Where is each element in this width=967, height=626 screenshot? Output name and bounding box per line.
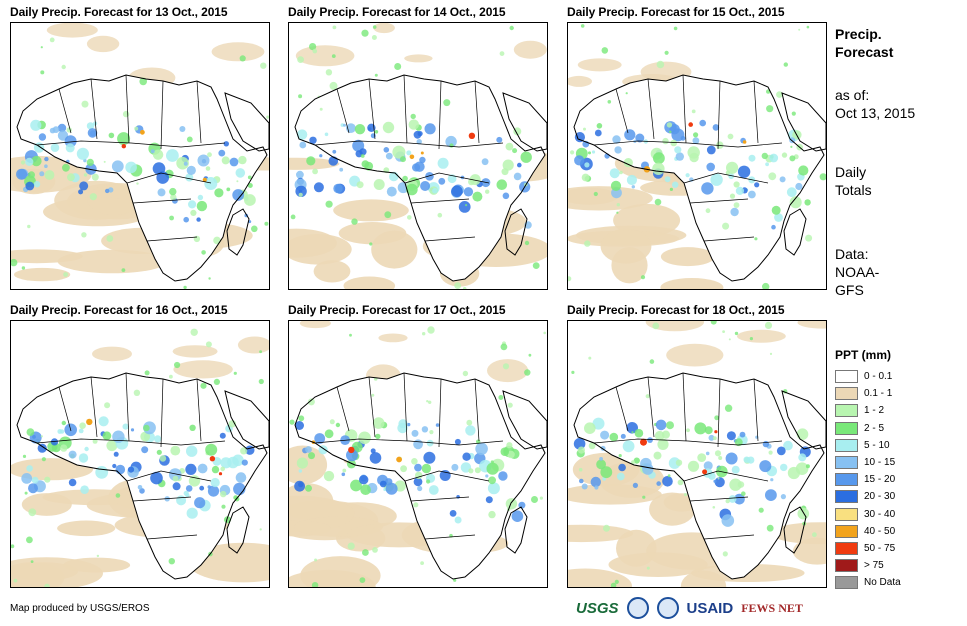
legend-label: 2 - 5 bbox=[864, 422, 885, 434]
legend-swatch bbox=[835, 404, 858, 418]
africa-map-svg bbox=[11, 328, 269, 587]
heading-line2: Forecast bbox=[835, 44, 894, 60]
legend-title: PPT (mm) bbox=[835, 348, 892, 362]
usgs-logo: USGS bbox=[576, 599, 619, 617]
legend-label: > 75 bbox=[864, 560, 884, 572]
precip-map bbox=[567, 22, 827, 290]
map-credit: Map produced by USGS/EROS bbox=[10, 603, 150, 614]
legend-swatch bbox=[835, 490, 858, 504]
legend-swatch bbox=[835, 541, 858, 555]
totals-line1: Daily bbox=[835, 164, 867, 180]
legend-item: 1 - 2 bbox=[835, 402, 901, 419]
forecast-heading: Precip. Forecast bbox=[835, 25, 893, 61]
legend-label: 1 - 2 bbox=[864, 405, 885, 417]
panel-title: Daily Precip. Forecast for 18 Oct., 2015 bbox=[567, 303, 785, 317]
africa-map-svg bbox=[11, 23, 269, 289]
precip-map bbox=[10, 320, 270, 588]
as-of-value: Oct 13, 2015 bbox=[835, 105, 916, 121]
legend-item: 2 - 5 bbox=[835, 420, 901, 437]
legend-item: 40 - 50 bbox=[835, 523, 901, 540]
as-of-date: as of: Oct 13, 2015 bbox=[835, 86, 915, 122]
legend-swatch bbox=[835, 370, 858, 384]
noaa-logo-icon bbox=[626, 597, 649, 619]
legend-label: 40 - 50 bbox=[864, 525, 896, 537]
legend-item: 0 - 0.1 bbox=[835, 368, 901, 385]
precip-map bbox=[10, 22, 270, 290]
legend-item: 0.1 - 1 bbox=[835, 385, 901, 402]
data-source-line3: GFS bbox=[835, 282, 864, 298]
legend-swatch bbox=[835, 421, 858, 435]
legend-label: 0.1 - 1 bbox=[864, 388, 893, 400]
panel-title: Daily Precip. Forecast for 13 Oct., 2015 bbox=[10, 5, 228, 19]
legend-item: 15 - 20 bbox=[835, 471, 901, 488]
legend-label: 15 - 20 bbox=[864, 474, 896, 486]
totals-line2: Totals bbox=[835, 182, 872, 198]
fews-net-logo: FEWS NET bbox=[741, 600, 803, 615]
panel-title: Daily Precip. Forecast for 17 Oct., 2015 bbox=[288, 303, 506, 317]
legend-label: 20 - 30 bbox=[864, 491, 896, 503]
heading-line1: Precip. bbox=[835, 26, 882, 42]
precip-map bbox=[567, 320, 827, 588]
legend-swatch bbox=[835, 576, 858, 590]
legend-item: 10 - 15 bbox=[835, 454, 901, 471]
precip-map bbox=[288, 22, 548, 290]
legend-label: 50 - 75 bbox=[864, 542, 896, 554]
legend-item: > 75 bbox=[835, 557, 901, 574]
africa-map-svg bbox=[289, 23, 547, 289]
data-source: Data: NOAA- GFS bbox=[835, 245, 879, 299]
legend-item: 20 - 30 bbox=[835, 488, 901, 505]
data-source-line2: NOAA- bbox=[835, 264, 880, 280]
legend-swatch bbox=[835, 387, 858, 401]
panel-title: Daily Precip. Forecast for 14 Oct., 2015 bbox=[288, 5, 506, 19]
africa-map-svg bbox=[568, 24, 826, 289]
legend-label: 10 - 15 bbox=[864, 457, 896, 469]
precip-map bbox=[288, 320, 548, 588]
data-source-line1: Data: bbox=[835, 246, 869, 262]
legend-label: 5 - 10 bbox=[864, 439, 890, 451]
africa-map-svg bbox=[568, 321, 826, 587]
usaid-logo: USAID bbox=[686, 599, 734, 617]
legend-label: No Data bbox=[864, 577, 901, 589]
usaid-seal-icon bbox=[656, 597, 679, 619]
as-of-label: as of: bbox=[835, 87, 870, 103]
legend-swatch bbox=[835, 507, 858, 521]
panel-title: Daily Precip. Forecast for 16 Oct., 2015 bbox=[10, 303, 228, 317]
agency-logos: USGS USAID FEWS NET bbox=[576, 594, 803, 622]
legend-item: 5 - 10 bbox=[835, 437, 901, 454]
legend-swatch bbox=[835, 456, 858, 470]
precip-legend: PPT (mm) 0 - 0.1 0.1 - 1 1 - 2 2 - 5 5 - 10 1… bbox=[835, 348, 901, 591]
legend-label: 30 - 40 bbox=[864, 508, 896, 520]
legend-swatch bbox=[835, 438, 858, 452]
legend-item: 30 - 40 bbox=[835, 506, 901, 523]
legend-item: 50 - 75 bbox=[835, 540, 901, 557]
legend-label: 0 - 0.1 bbox=[864, 371, 893, 383]
legend-swatch bbox=[835, 473, 858, 487]
legend-swatch bbox=[835, 559, 858, 573]
legend-item: No Data bbox=[835, 574, 901, 591]
africa-map-svg bbox=[289, 321, 547, 587]
totals-note: Daily Totals bbox=[835, 163, 872, 199]
legend-swatch bbox=[835, 524, 858, 538]
panel-title: Daily Precip. Forecast for 15 Oct., 2015 bbox=[567, 5, 785, 19]
